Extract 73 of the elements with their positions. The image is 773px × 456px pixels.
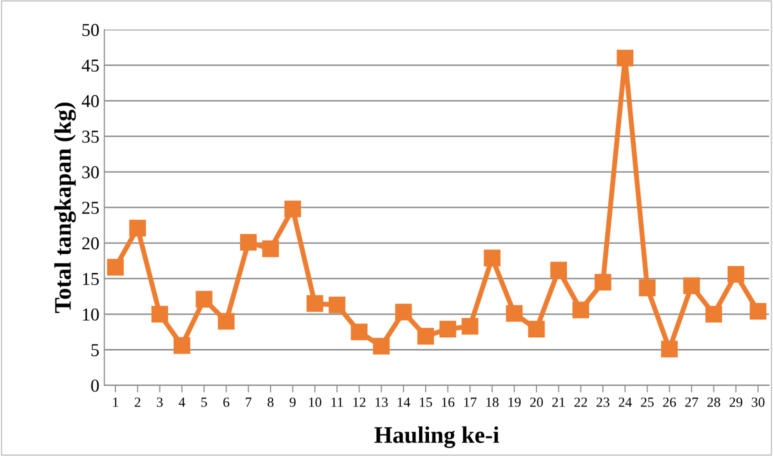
point xyxy=(107,258,124,276)
x-tick-label: 11 xyxy=(332,398,343,407)
x-tick-label: 18 xyxy=(486,398,499,407)
point xyxy=(550,262,567,278)
x-tick-label: 27 xyxy=(685,398,698,407)
x-tick-label: 4 xyxy=(178,398,186,407)
x-tick-label: 13 xyxy=(376,398,388,407)
point xyxy=(616,50,634,66)
point xyxy=(306,295,324,312)
x-tick-label: 15 xyxy=(420,398,432,407)
point xyxy=(328,296,346,314)
point xyxy=(528,320,545,338)
point xyxy=(151,306,168,323)
x-tick-label: 17 xyxy=(464,398,477,407)
x-tick-label: 10 xyxy=(309,398,322,407)
point xyxy=(373,338,390,355)
y-tick-label: 0 xyxy=(91,380,99,392)
x-axis-title: Hauling ke-i xyxy=(374,426,500,448)
x-tick-label: 12 xyxy=(353,398,366,407)
x-tick-label: 24 xyxy=(618,398,632,407)
point xyxy=(728,266,744,283)
x-tick-label: 9 xyxy=(290,398,296,407)
x-tick-label: 5 xyxy=(201,398,207,407)
x-tick-label: 28 xyxy=(707,398,720,407)
point xyxy=(484,250,500,266)
x-tick-label: 14 xyxy=(398,398,410,407)
point xyxy=(262,240,279,258)
x-tick-label: 1 xyxy=(113,398,118,407)
x-tick-label: 8 xyxy=(268,398,274,407)
x-tick-label: 3 xyxy=(156,398,163,407)
x-tick-label: 20 xyxy=(530,398,543,407)
point xyxy=(196,290,212,308)
point xyxy=(350,324,368,340)
point xyxy=(638,280,656,296)
y-tick-label: 30 xyxy=(82,166,99,178)
point xyxy=(240,234,257,251)
x-tick-label: 2 xyxy=(134,398,140,407)
y-axis-title: Total tangkapan (kg) xyxy=(54,102,76,313)
x-tick-label: 22 xyxy=(574,398,587,407)
point xyxy=(462,318,478,335)
point xyxy=(218,312,235,330)
x-tick-label: 21 xyxy=(552,398,565,407)
point xyxy=(129,220,146,236)
point xyxy=(594,274,612,291)
x-tick-label: 6 xyxy=(223,398,230,407)
point xyxy=(395,304,412,320)
y-tick-label: 25 xyxy=(82,202,99,214)
y-tick-label: 15 xyxy=(83,272,99,286)
x-tick-label: 16 xyxy=(442,398,454,407)
y-tick-label: 40 xyxy=(82,95,99,108)
y-tick-label: 10 xyxy=(83,308,99,321)
x-tick-label: 26 xyxy=(663,398,676,407)
point xyxy=(506,305,523,322)
point xyxy=(683,277,700,294)
point xyxy=(174,337,190,354)
point xyxy=(572,302,590,318)
x-tick-label: 30 xyxy=(752,398,764,407)
x-tick-label: 25 xyxy=(640,398,654,407)
x-tick-label: 19 xyxy=(508,398,521,407)
x-tick-label: 23 xyxy=(596,398,610,407)
point xyxy=(284,200,302,218)
y-tick-label: 50 xyxy=(82,24,99,36)
point xyxy=(661,340,678,358)
point xyxy=(439,320,456,338)
point xyxy=(705,306,722,323)
y-tick-label: 35 xyxy=(82,130,99,143)
x-tick-label: 7 xyxy=(246,398,252,407)
x-tick-label: 29 xyxy=(730,398,742,407)
point xyxy=(417,328,434,345)
point xyxy=(750,303,766,320)
y-tick-label: 20 xyxy=(82,237,99,250)
y-tick-label: 5 xyxy=(92,344,99,356)
y-tick-label: 45 xyxy=(82,60,99,72)
